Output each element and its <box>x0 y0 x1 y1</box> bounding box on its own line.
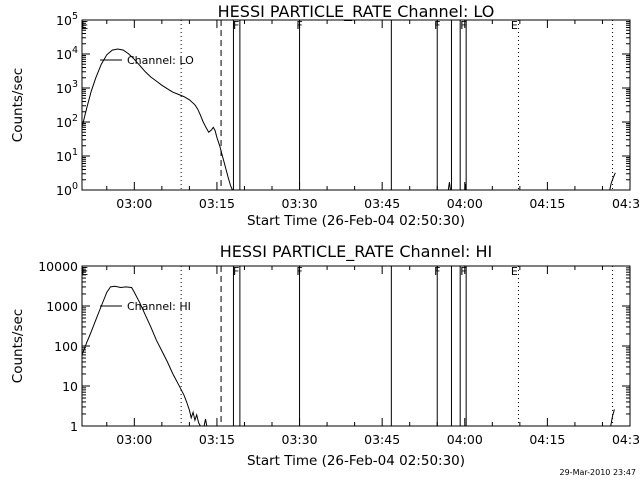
y-axis-label: Counts/sec <box>10 68 26 142</box>
x-tick-label: 04:00 <box>447 196 483 211</box>
y-tick-label: 1000 <box>46 299 78 314</box>
series-line-segment-3 <box>610 409 615 427</box>
plot-frame <box>81 265 631 427</box>
chart-title: HESSI PARTICLE_RATE Channel: HI <box>220 242 493 262</box>
x-tick-label: 03:45 <box>364 432 400 447</box>
y-tick-label: 10 <box>62 379 78 394</box>
y-axis-label: Counts/sec <box>10 309 26 383</box>
chart-title: HESSI PARTICLE_RATE Channel: LO <box>218 2 495 22</box>
x-tick-label: 03:30 <box>282 432 318 447</box>
flag-label: F <box>434 19 440 32</box>
series-line-segment-1 <box>81 48 233 191</box>
flag-label: F <box>233 19 239 32</box>
series-line-segment-2 <box>203 418 208 427</box>
flag-label: F <box>434 265 440 278</box>
flag-label: F <box>233 265 239 278</box>
plot-frame <box>81 19 631 191</box>
y-tick-label: 1 <box>70 419 78 434</box>
x-axis-label: Start Time (26-Feb-04 02:50:30) <box>247 213 465 229</box>
x-tick-label: 04:30 <box>612 196 640 211</box>
x-tick-label: 03:15 <box>199 196 235 211</box>
x-tick-label: 04:15 <box>529 432 565 447</box>
generated-timestamp: 29-Mar-2010 23:47 <box>559 468 637 477</box>
flag-label: F <box>460 19 466 32</box>
x-axis-label: Start Time (26-Feb-04 02:50:30) <box>247 453 465 469</box>
panel-1: 100 101 102 103 104 105 03:00 03:15 03:30 03:45 04… <box>10 2 640 229</box>
flag-label: F <box>296 19 302 32</box>
y-tick-label: 100 <box>56 181 78 198</box>
x-tick-label: 03:15 <box>199 432 235 447</box>
x-tick-label: 03:00 <box>116 432 152 447</box>
legend-label: Channel: HI <box>127 300 191 313</box>
y-tick-label: 10000 <box>38 259 78 274</box>
x-tick-label: 03:30 <box>282 196 318 211</box>
y-tick-label: 101 <box>56 147 78 164</box>
panel-2: 1 10 100 1000 10000 03:00 03:15 03:30 03:45 04:00… <box>10 242 640 469</box>
flag-label: F <box>296 265 302 278</box>
y-tick-label: 102 <box>56 113 78 130</box>
flag-label: E <box>511 19 518 32</box>
x-tick-label: 04:30 <box>612 432 640 447</box>
x-tick-label: 03:00 <box>116 196 152 211</box>
series-line-segment-4 <box>609 172 616 191</box>
flag-label: E <box>81 19 88 32</box>
y-tick-label: 104 <box>56 45 78 62</box>
y-tick-label: 100 <box>54 339 78 354</box>
y-tick-label: 103 <box>56 79 78 96</box>
x-tick-label: 03:45 <box>364 196 400 211</box>
y-tick-label: 105 <box>56 11 78 28</box>
series-line-segment-2 <box>447 182 451 191</box>
legend-label: Channel: LO <box>127 54 194 67</box>
series-line-segment-1 <box>81 285 201 427</box>
x-tick-label: 04:15 <box>529 196 565 211</box>
flag-label: F <box>460 265 466 278</box>
x-tick-label: 04:00 <box>447 432 483 447</box>
flag-label: E <box>81 265 88 278</box>
flag-label: E <box>511 265 518 278</box>
